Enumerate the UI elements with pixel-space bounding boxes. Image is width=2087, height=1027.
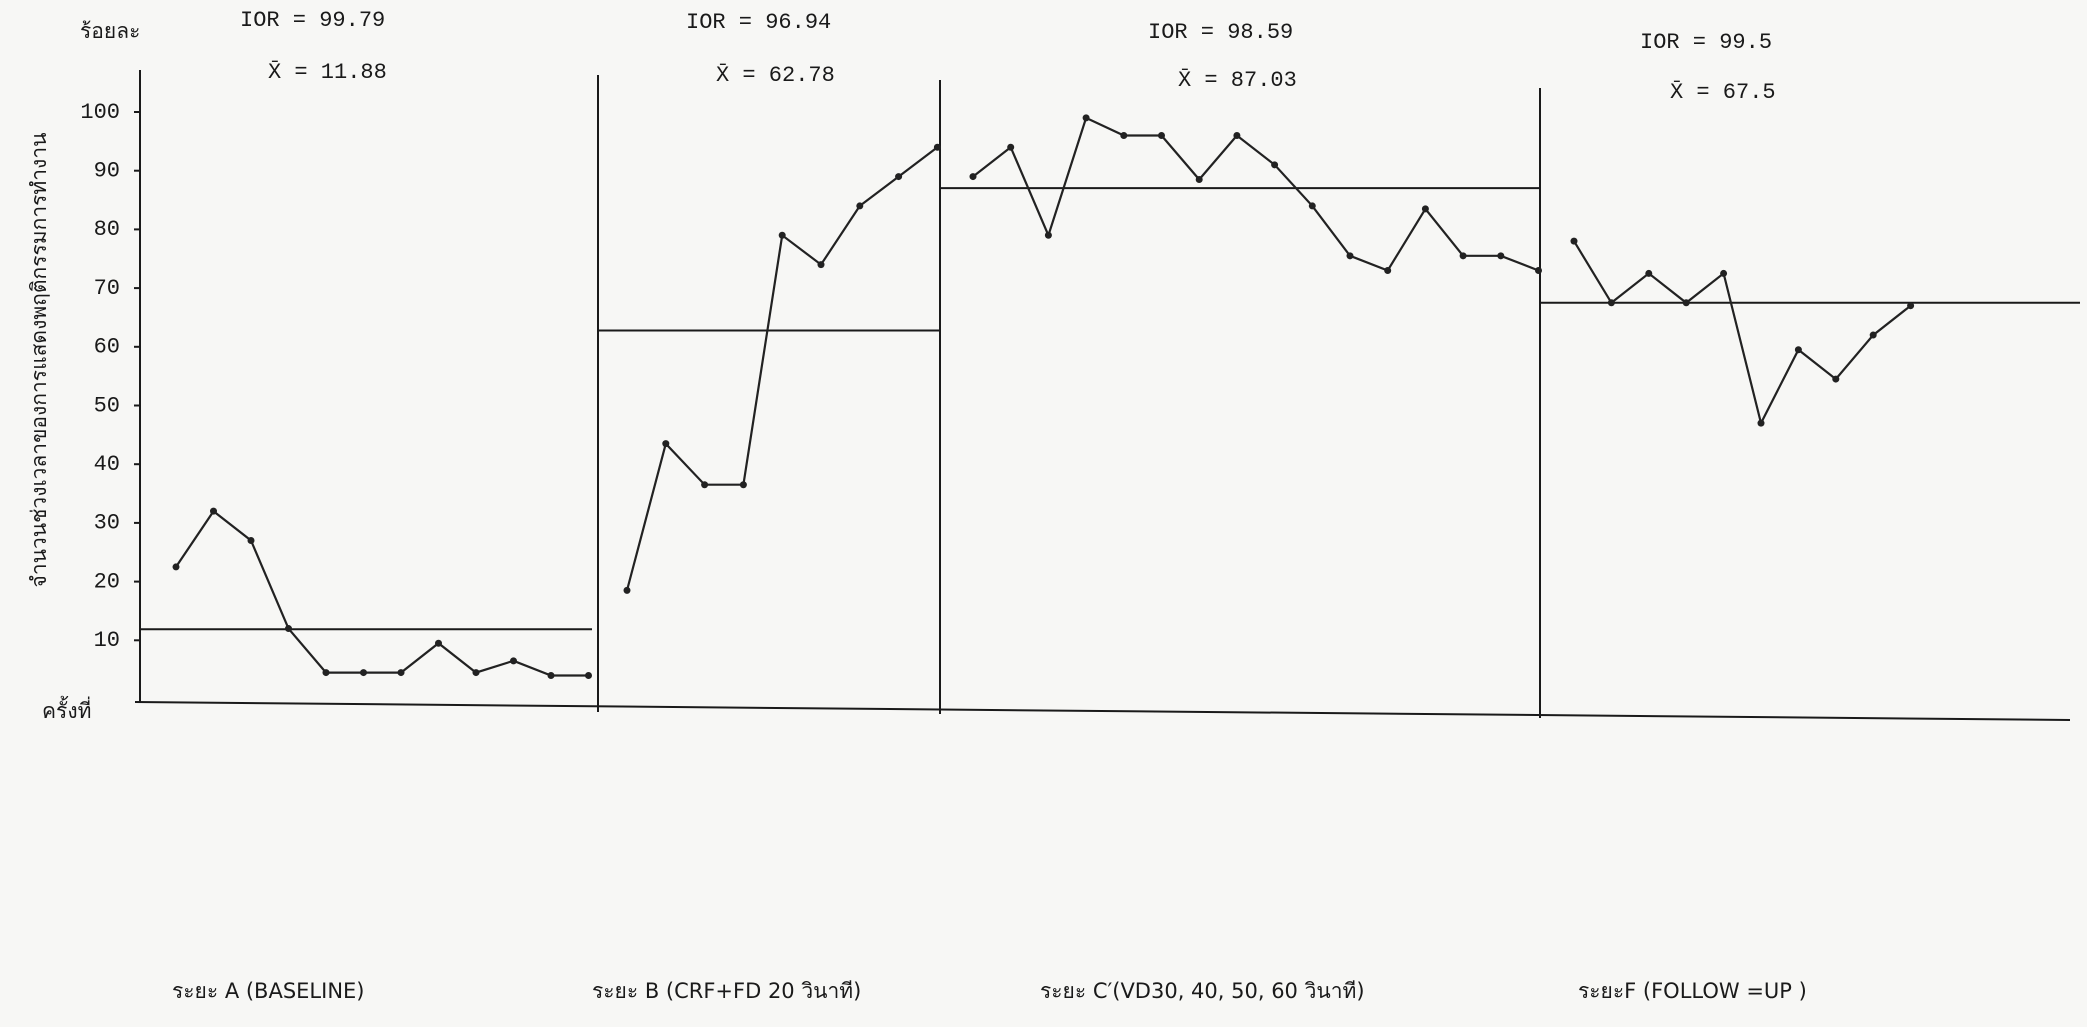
data-point bbox=[1570, 237, 1578, 245]
data-point bbox=[172, 563, 180, 571]
y-tick-label: 10 bbox=[94, 628, 120, 653]
data-point bbox=[1421, 205, 1429, 213]
data-point bbox=[817, 261, 825, 269]
data-point bbox=[1832, 375, 1840, 383]
data-line bbox=[972, 116, 1539, 272]
data-point bbox=[623, 586, 631, 594]
data-point bbox=[285, 625, 292, 633]
data-point bbox=[895, 173, 903, 181]
data-point bbox=[1794, 346, 1802, 354]
data-point bbox=[510, 657, 517, 665]
y-tick-label: 60 bbox=[94, 335, 120, 360]
mean-label: X̄ = 62.78 bbox=[716, 63, 835, 88]
data-point bbox=[1271, 161, 1279, 169]
phase-label: ระยะ A (BASELINE) bbox=[172, 979, 365, 1003]
data-point bbox=[585, 672, 592, 680]
phase-label: ระยะF (FOLLOW =UP ) bbox=[1578, 979, 1807, 1003]
data-point bbox=[1346, 252, 1354, 260]
data-point bbox=[472, 669, 480, 677]
data-point bbox=[1120, 131, 1128, 139]
phase-label: ระยะ C′(VD30, 40, 50, 60 วินาที) bbox=[1040, 979, 1365, 1003]
data-line bbox=[175, 509, 589, 677]
data-point bbox=[1082, 114, 1090, 122]
y-tick-label: 100 bbox=[80, 100, 120, 125]
data-point bbox=[933, 143, 941, 151]
data-point bbox=[856, 202, 864, 210]
y-tick-label: 80 bbox=[94, 217, 120, 242]
data-point bbox=[1607, 299, 1615, 307]
data-point bbox=[210, 507, 217, 515]
y-tick-label: 30 bbox=[94, 511, 120, 536]
y-axis-label: จำนวนช่วงเวลาของการแสดงพฤติกรรมการทำงาน bbox=[27, 133, 51, 588]
ior-label: IOR = 99.79 bbox=[240, 8, 385, 33]
data-point bbox=[662, 440, 670, 448]
data-line bbox=[1573, 240, 1912, 427]
data-point bbox=[247, 537, 255, 545]
data-point bbox=[1459, 252, 1467, 260]
data-point bbox=[778, 231, 786, 239]
data-point bbox=[1645, 269, 1653, 277]
data-point bbox=[397, 669, 405, 677]
data-point bbox=[1308, 202, 1316, 210]
mean-label: X̄ = 67.5 bbox=[1670, 80, 1776, 105]
data-point bbox=[969, 173, 977, 181]
data-point bbox=[435, 639, 442, 647]
data-point bbox=[547, 672, 555, 680]
data-point bbox=[1007, 143, 1015, 151]
data-point bbox=[1158, 131, 1165, 139]
data-point bbox=[701, 481, 709, 489]
data-point bbox=[322, 669, 330, 677]
y-tick-label: 40 bbox=[94, 452, 120, 477]
y-unit-label: ร้อยละ bbox=[80, 19, 140, 43]
x-axis bbox=[134, 701, 2071, 721]
data-point bbox=[1497, 252, 1505, 260]
ior-label: IOR = 98.59 bbox=[1148, 20, 1293, 45]
x-axis-label: ครั้งที่ bbox=[42, 696, 91, 723]
ior-label: IOR = 99.5 bbox=[1640, 30, 1772, 55]
data-point bbox=[1233, 131, 1241, 139]
data-point bbox=[1869, 331, 1877, 339]
mean-label: X̄ = 11.88 bbox=[268, 60, 387, 85]
data-point bbox=[1535, 266, 1542, 274]
phase-label: ระยะ B (CRF+FD 20 วินาที) bbox=[592, 979, 861, 1003]
data-point bbox=[1195, 176, 1203, 184]
data-point bbox=[1044, 231, 1052, 239]
data-point bbox=[739, 481, 747, 489]
y-tick-label: 90 bbox=[94, 159, 120, 184]
data-point bbox=[1720, 269, 1728, 277]
data-point bbox=[1757, 419, 1765, 427]
mean-label: X̄ = 87.03 bbox=[1178, 68, 1297, 93]
y-tick-label: 20 bbox=[94, 569, 120, 594]
ior-label: IOR = 96.94 bbox=[686, 10, 831, 35]
y-tick-label: 70 bbox=[94, 276, 120, 301]
data-point bbox=[1384, 266, 1392, 274]
data-point bbox=[1907, 302, 1915, 310]
y-tick-label: 50 bbox=[94, 393, 120, 418]
data-point bbox=[360, 669, 367, 677]
data-point bbox=[1682, 299, 1690, 307]
